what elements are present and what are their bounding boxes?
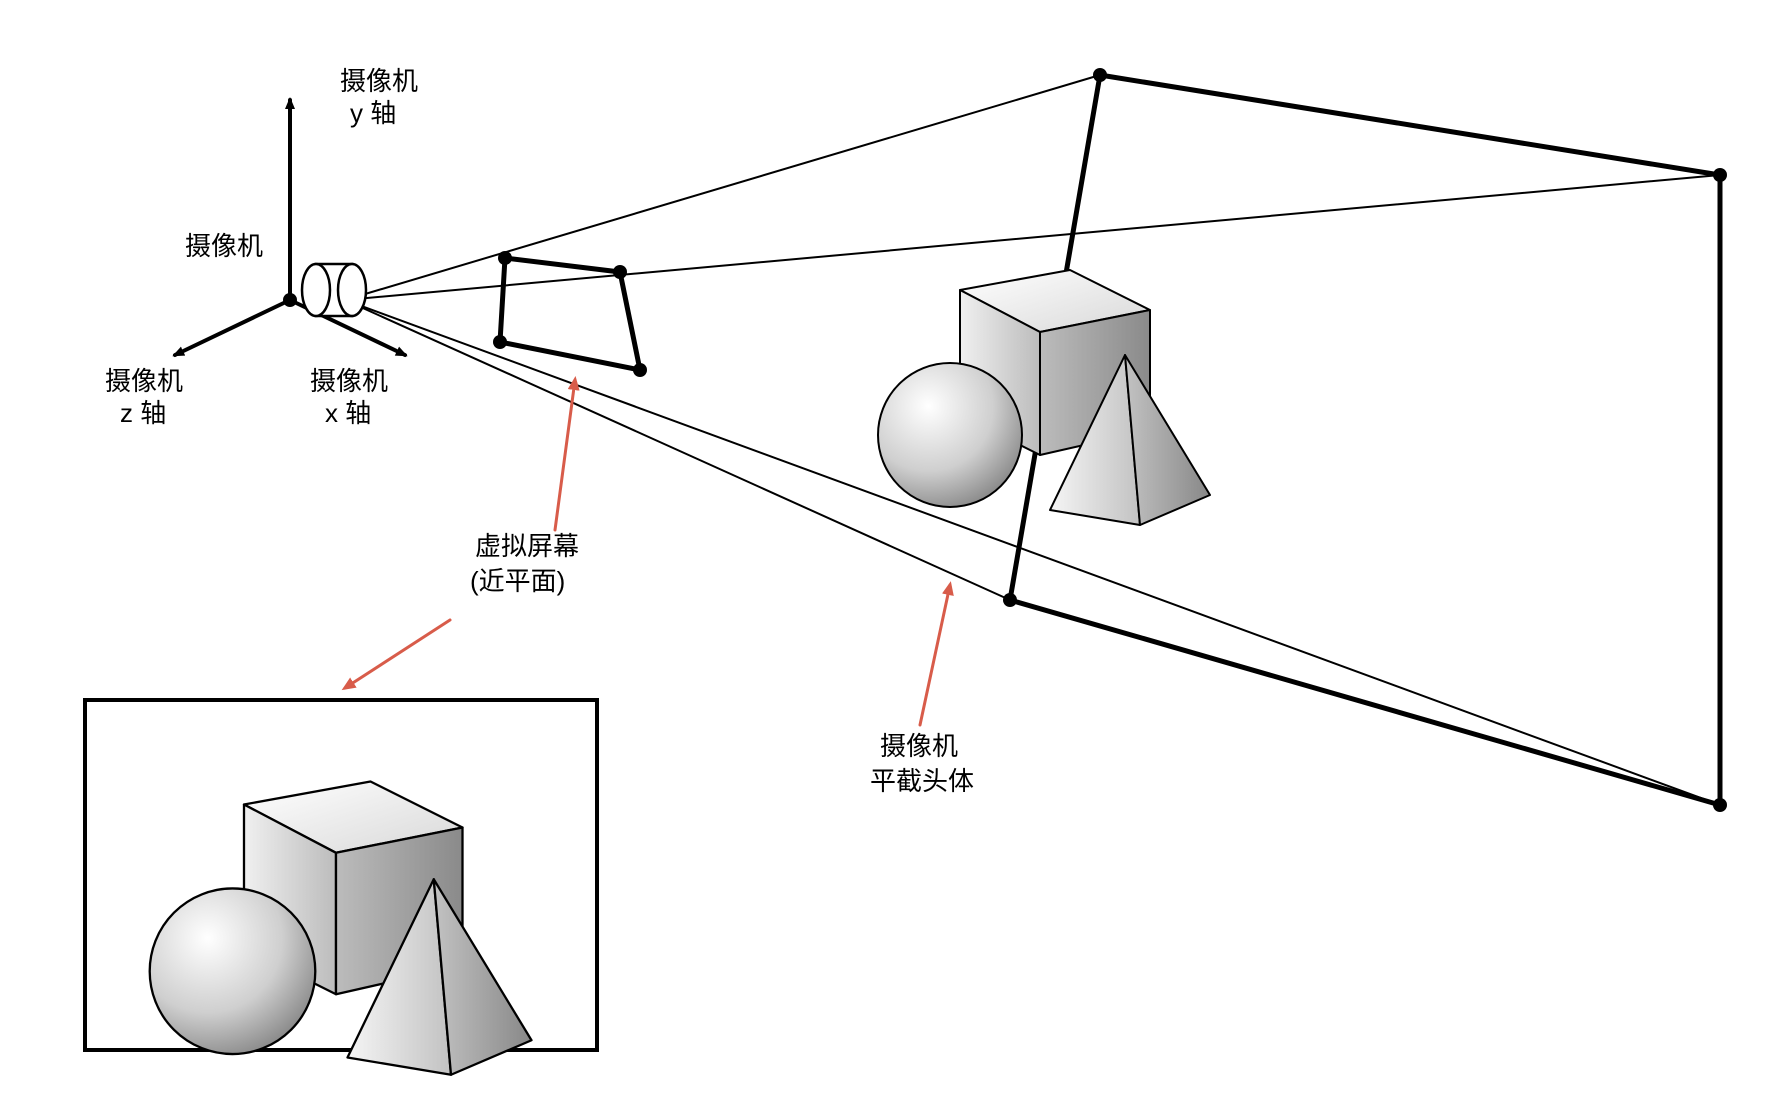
labels-layer: 摄像机摄像机y 轴摄像机x 轴摄像机z 轴虚拟屏幕(近平面)摄像机平截头体 <box>105 66 974 796</box>
label-frustum_l1: 摄像机 <box>880 731 958 761</box>
annotation-arrows-layer <box>345 380 950 725</box>
label-z_axis_l2: z 轴 <box>120 398 166 428</box>
inset-layer <box>85 700 597 1075</box>
axis-z <box>175 300 290 355</box>
label-x_axis_l2: x 轴 <box>325 398 371 428</box>
sphere-icon <box>150 888 316 1054</box>
scene-primitives <box>878 270 1210 525</box>
arrow-near_up <box>555 380 575 530</box>
camera-frustum-diagram: 摄像机摄像机y 轴摄像机x 轴摄像机z 轴虚拟屏幕(近平面)摄像机平截头体 <box>0 0 1782 1104</box>
label-y_axis_l2: y 轴 <box>350 98 396 128</box>
camera-icon <box>302 264 366 316</box>
axes-layer <box>175 100 405 355</box>
sphere-icon <box>878 363 1022 507</box>
label-x_axis_l1: 摄像机 <box>310 366 388 396</box>
label-camera: 摄像机 <box>185 231 263 261</box>
label-frustum_l2: 平截头体 <box>870 766 974 796</box>
arrow-frustum_up <box>920 585 950 725</box>
scene-objects-layer <box>878 270 1210 525</box>
label-near_l1: 虚拟屏幕 <box>475 531 579 561</box>
label-near_l2: (近平面) <box>470 566 565 596</box>
label-y_axis_l1: 摄像机 <box>340 66 418 96</box>
label-z_axis_l1: 摄像机 <box>105 366 183 396</box>
arrow-near_down <box>345 620 450 688</box>
